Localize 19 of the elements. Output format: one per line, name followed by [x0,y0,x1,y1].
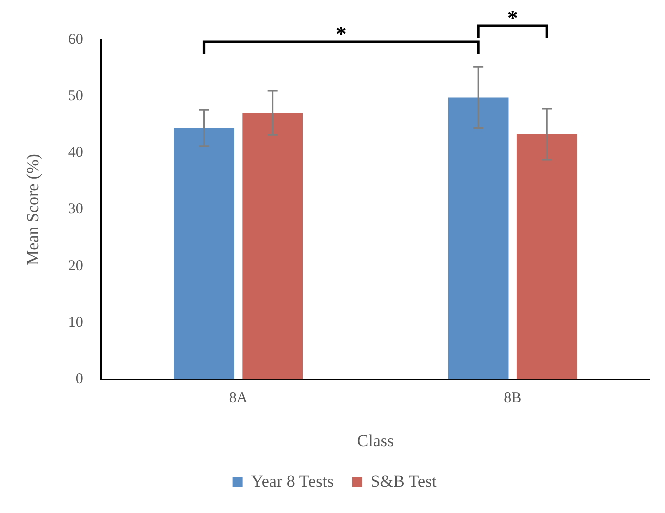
legend-label: Year 8 Tests [251,472,334,491]
y-tick-label: 40 [68,145,84,162]
y-tick-label: 20 [68,258,84,274]
bar [242,113,304,380]
legend-label: S&B Test [370,472,438,491]
bar [174,128,234,380]
y-tick-label: 0 [76,372,84,388]
y-tick-label: 60 [68,32,84,48]
bar [516,134,578,380]
x-tick-label: 8B [504,390,522,407]
annotation: * [336,22,347,47]
bar [448,98,509,380]
x-axis-title: Class [357,431,394,450]
y-axis-title: Mean Score (%) [24,154,43,266]
text: * [507,6,518,31]
y-tick-label: 30 [68,202,84,218]
x-tick-label: 8A [229,390,248,407]
y-tick-label: 50 [68,88,84,105]
y-tick-label: 10 [68,314,84,331]
